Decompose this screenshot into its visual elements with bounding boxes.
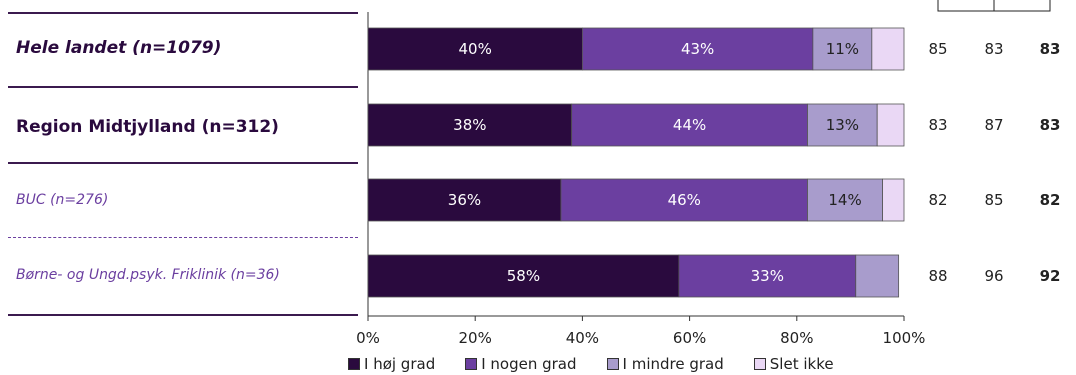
- score-value: 82: [1040, 191, 1061, 209]
- bar-data-label: 14%: [828, 191, 861, 209]
- x-tick-label: 60%: [673, 329, 706, 347]
- legend-item: Slet ikke: [753, 355, 834, 373]
- separator-line: [8, 314, 358, 316]
- legend-swatch: [348, 358, 360, 370]
- score-value: 83: [984, 40, 1003, 58]
- legend-item: I høj grad: [348, 355, 435, 373]
- category-label-hele-landet: Hele landet (n=1079): [16, 38, 222, 58]
- bar-segment: [367, 254, 680, 298]
- score-value: 96: [984, 267, 1003, 285]
- score-value: 92: [1040, 267, 1061, 285]
- category-label-region: Region Midtjylland (n=312): [16, 117, 279, 137]
- bar-data-label: 40%: [459, 40, 492, 58]
- legend-label: I mindre grad: [622, 355, 724, 373]
- bar-segment: [367, 103, 573, 147]
- legend-label: I nogen grad: [481, 355, 577, 373]
- legend-swatch: [606, 358, 619, 370]
- x-tick-label: 0%: [356, 329, 380, 347]
- score-value: 87: [984, 116, 1003, 134]
- legend-label: I høj grad: [364, 355, 436, 373]
- x-tick-label: 40%: [566, 329, 599, 347]
- legend-swatch: [753, 358, 766, 370]
- bar-segment: [571, 103, 808, 147]
- category-label-buc: BUC (n=276): [16, 192, 109, 208]
- score-value: 83: [1040, 40, 1061, 58]
- bar-data-label: 58%: [507, 267, 540, 285]
- legend-label: Slet ikke: [769, 355, 834, 373]
- bar-segment: [560, 178, 808, 222]
- bar-segment: [882, 178, 905, 222]
- x-tick-label: 80%: [780, 329, 813, 347]
- score-value: 82: [928, 191, 947, 209]
- bar-segment: [876, 103, 905, 147]
- legend: I høj grad I nogen grad I mindre grad Sl…: [348, 355, 834, 373]
- bar-data-label: 46%: [668, 191, 701, 209]
- dashed-separator: [8, 237, 358, 238]
- header-box: [937, 0, 1051, 12]
- bar-data-label: 36%: [448, 191, 481, 209]
- separator-line: [8, 12, 358, 14]
- bar-segment: [871, 27, 905, 71]
- score-value: 88: [928, 267, 947, 285]
- bar-segment: [367, 27, 583, 71]
- separator-line: [8, 86, 358, 88]
- bar-segment: [855, 254, 900, 298]
- bar-data-label: 38%: [453, 116, 486, 134]
- legend-item: I mindre grad: [606, 355, 724, 373]
- score-value: 85: [984, 191, 1003, 209]
- legend-swatch: [465, 358, 478, 370]
- bar-segment: [678, 254, 857, 298]
- bar-data-label: 11%: [826, 40, 859, 58]
- bar-data-label: 13%: [826, 116, 859, 134]
- score-value: 85: [928, 40, 947, 58]
- bar-data-label: 33%: [751, 267, 784, 285]
- separator-line: [8, 162, 358, 164]
- bar-data-label: 44%: [673, 116, 706, 134]
- bar-segment: [812, 27, 873, 71]
- category-label-friklinik: Børne- og Ungd.psyk. Friklinik (n=36): [16, 267, 280, 283]
- bar-segment: [807, 103, 878, 147]
- score-value: 83: [1040, 116, 1061, 134]
- x-tick-label: 100%: [883, 329, 926, 347]
- legend-item: I nogen grad: [465, 355, 577, 373]
- bar-segment: [807, 178, 883, 222]
- score-value: 83: [928, 116, 947, 134]
- bar-segment: [582, 27, 814, 71]
- bar-data-label: 43%: [681, 40, 714, 58]
- x-tick-label: 20%: [459, 329, 492, 347]
